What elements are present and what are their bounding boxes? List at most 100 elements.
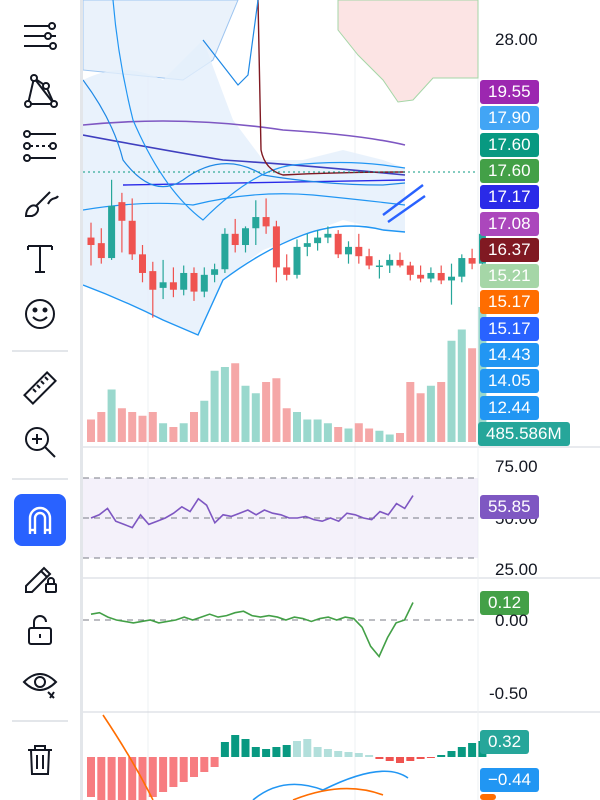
- fib-tools-icon[interactable]: [14, 120, 66, 172]
- chart-canvas[interactable]: 28.00 19.55 17.90 17.60 17.60 17.17 17.08 16.3…: [83, 0, 600, 800]
- candle-body: [108, 205, 116, 259]
- volume-bar: [200, 400, 209, 442]
- candle-body: [221, 233, 229, 270]
- momentum-value-badge: 0.12: [480, 591, 530, 615]
- rsi-tick-25: 25.00: [495, 560, 538, 579]
- macd-signal-badge: −0.44: [480, 768, 540, 792]
- unlock-icon[interactable]: [14, 604, 66, 656]
- candles-group: [87, 179, 486, 318]
- macd-bar: [87, 757, 95, 797]
- price-badge: 15.17: [480, 290, 539, 315]
- macd-bar: [334, 751, 343, 757]
- chart-svg[interactable]: [83, 0, 600, 800]
- volume-bar: [272, 378, 281, 442]
- macd-signal-line: [102, 714, 154, 800]
- candle-body: [314, 237, 322, 244]
- volume-bar: [313, 419, 322, 442]
- trend-lines: [382, 184, 426, 223]
- trend-line-tools-icon[interactable]: [14, 12, 66, 64]
- macd-bar: [375, 757, 384, 759]
- price-tick-top: 28.00: [495, 30, 538, 49]
- candle-body: [159, 282, 167, 288]
- macd-bar: [159, 757, 168, 792]
- volume-bar: [220, 367, 229, 442]
- macd-line-2: [292, 787, 384, 800]
- volume-bar: [138, 415, 147, 442]
- candle-body: [355, 246, 363, 257]
- ma-line-purple: [83, 120, 406, 146]
- volume-bar: [210, 370, 219, 442]
- price-badge: 15.17: [480, 316, 539, 341]
- rsi-tick-75: 75.00: [495, 457, 538, 476]
- candle-body: [118, 202, 126, 221]
- macd-bar: [447, 751, 456, 757]
- candle-body: [365, 256, 373, 266]
- momentum-tick-neg: -0.50: [489, 684, 528, 703]
- candle-body: [149, 271, 157, 290]
- ma-line-indigo: [83, 134, 406, 176]
- text-tool-icon[interactable]: [14, 232, 66, 284]
- emoji-icon[interactable]: [14, 288, 66, 340]
- volume-bar: [148, 412, 157, 442]
- price-badge: 485.586M: [478, 421, 570, 446]
- volume-bar: [87, 419, 95, 442]
- volume-bar: [396, 433, 404, 442]
- hide-drawings-icon[interactable]: [14, 656, 66, 708]
- rsi-value-badge: 55.85: [480, 495, 539, 519]
- candle-body: [200, 274, 208, 292]
- macd-bar: [396, 757, 404, 763]
- brush-tools-icon[interactable]: [14, 176, 66, 228]
- volume-bar: [241, 385, 250, 442]
- price-badge: 17.60: [480, 132, 539, 157]
- trash-icon[interactable]: [14, 734, 66, 786]
- macd-histogram: [87, 735, 487, 800]
- cloud-edge: [202, 0, 259, 86]
- candle-body: [169, 282, 177, 290]
- macd-bar: [437, 755, 446, 757]
- macd-bar: [179, 757, 188, 782]
- volume-bar: [468, 348, 477, 442]
- momentum-tick-0: 0.00: [495, 611, 529, 630]
- macd-bar: [148, 757, 157, 797]
- rsi-line: [90, 495, 414, 529]
- volume-bar: [375, 430, 384, 442]
- macd-bar: [241, 739, 250, 757]
- candle-body: [272, 226, 280, 268]
- macd-bar: [426, 757, 435, 758]
- macd-bar: [220, 742, 229, 757]
- macd-bar: [303, 739, 312, 757]
- candle-body: [190, 272, 198, 292]
- price-badge: 14.43: [480, 343, 539, 367]
- ruler-icon[interactable]: [14, 362, 66, 414]
- volume-bar: [97, 412, 106, 442]
- price-badge: 15.21: [480, 264, 539, 289]
- macd-bar: [262, 749, 271, 757]
- cloud-red: [337, 0, 479, 103]
- momentum-line: [90, 602, 414, 659]
- pattern-tools-icon[interactable]: [14, 64, 66, 116]
- candle-body: [427, 272, 435, 279]
- macd-extra-badge: [480, 794, 496, 800]
- candle-body: [468, 258, 476, 264]
- volume-bar: [457, 329, 466, 442]
- macd-bar: [251, 747, 260, 757]
- candle-body: [128, 220, 136, 255]
- magnet-icon[interactable]: [14, 494, 66, 546]
- zoom-in-icon[interactable]: [14, 416, 66, 468]
- macd-bar: [190, 757, 198, 777]
- macd-bar: [210, 757, 219, 767]
- macd-bar: [354, 753, 363, 757]
- candle-body: [262, 217, 270, 227]
- candle-body: [324, 233, 332, 238]
- price-badge: 16.37: [480, 237, 539, 262]
- candle-body: [180, 272, 188, 290]
- volume-bar: [303, 419, 312, 442]
- candle-body: [293, 246, 301, 275]
- candle-body: [87, 237, 95, 246]
- volume-bar: [169, 427, 178, 442]
- price-badge: 17.90: [480, 106, 539, 131]
- macd-bar: [468, 743, 477, 757]
- lock-drawings-icon[interactable]: [14, 550, 66, 602]
- macd-bar: [406, 757, 415, 761]
- volume-bar: [117, 408, 126, 442]
